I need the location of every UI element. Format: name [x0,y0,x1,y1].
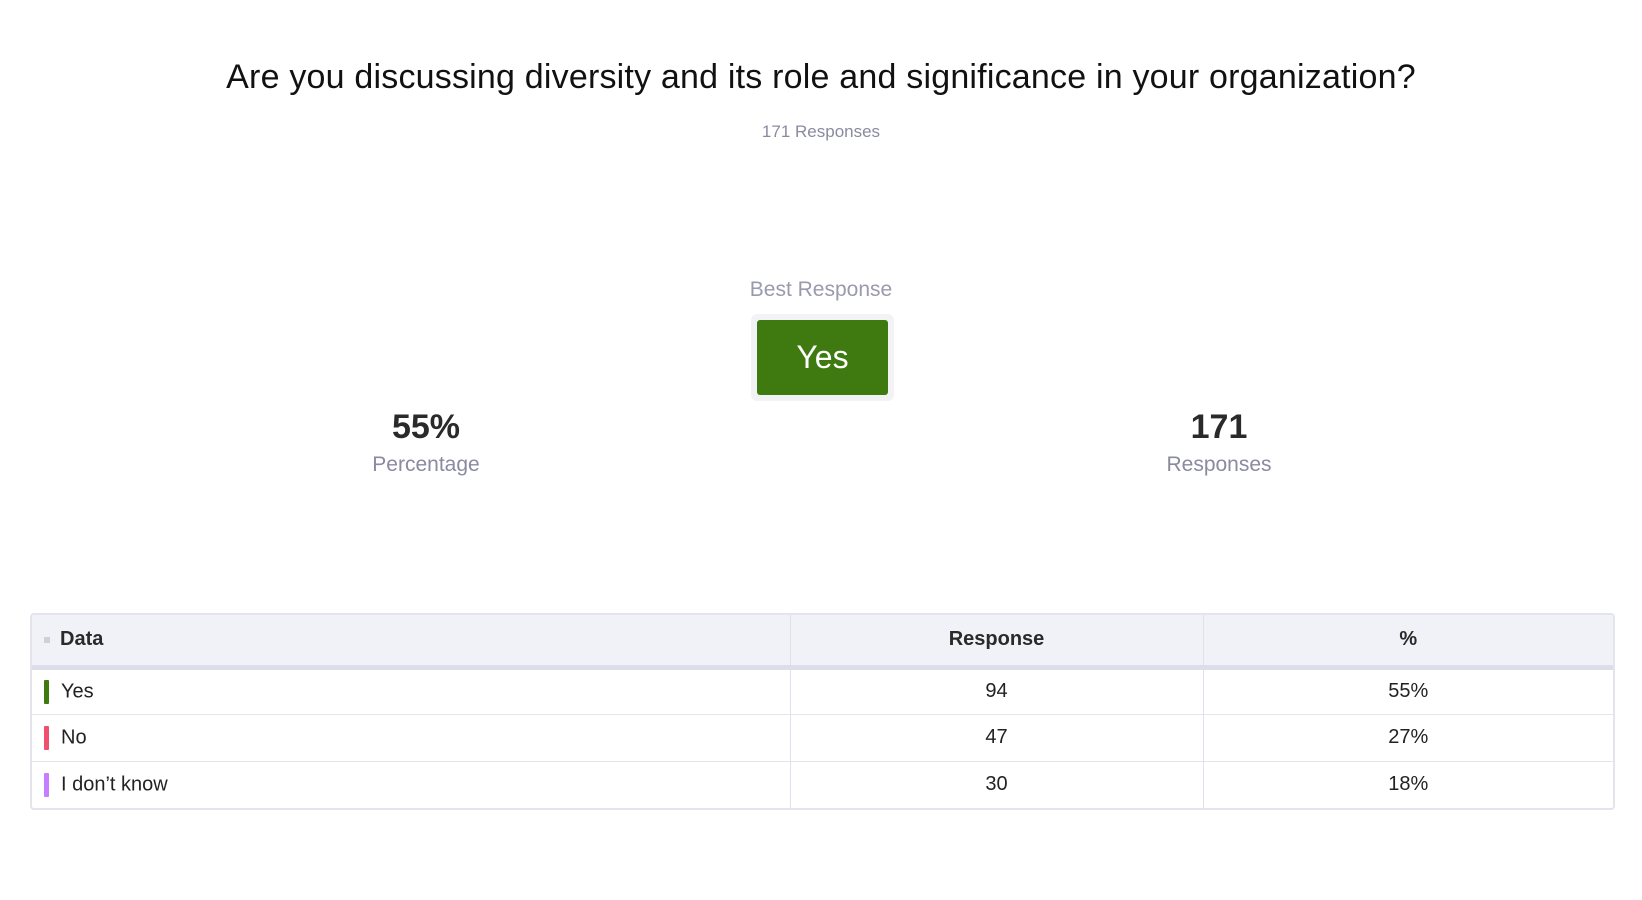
best-response-label: Best Response [749,278,893,301]
responses-value: 171 [1190,408,1248,446]
table-row: Yes 94 55% [32,667,1613,714]
column-header-percent[interactable]: % [1399,628,1418,651]
row-response-count: 30 [790,761,1204,808]
color-swatch-icon [44,772,49,797]
responses-stat: 171 Responses [1069,408,1369,477]
percentage-value: 55% [391,408,461,446]
responses-label: Responses [1166,453,1272,476]
percentage-stat: 55% Percentage [276,408,576,477]
color-swatch-icon [44,679,49,704]
question-title: Are you discussing diversity and its rol… [226,58,1416,96]
best-response-value: Yes [757,320,888,395]
row-label: Yes [61,680,94,702]
column-header-response[interactable]: Response [790,615,1204,667]
percentage-label: Percentage [372,453,480,476]
table-row: I don’t know 30 18% [32,761,1613,808]
row-percent: 55% [1388,680,1429,702]
row-label-cell: I don’t know [32,761,791,808]
row-percent: 27% [1388,726,1429,748]
row-response-count: 47 [790,714,1204,761]
row-label-cell: Yes [32,667,791,714]
row-label: I don’t know [61,773,168,796]
row-percent: 18% [1388,773,1429,796]
response-count: 171 Responses [761,122,881,141]
row-label-cell: No [32,714,791,761]
column-header-data[interactable]: Data [32,615,791,667]
color-swatch-icon [44,725,49,750]
table-row: No 47 27% [32,714,1613,761]
best-response-card: Yes [751,314,894,401]
row-response-count: 94 [790,667,1204,714]
results-table: Data Response % Yes 94 55% No 47 27% [30,613,1615,810]
row-label: No [61,726,87,748]
table-header-row: Data Response % [32,615,1613,667]
sort-handle-icon [44,636,50,643]
